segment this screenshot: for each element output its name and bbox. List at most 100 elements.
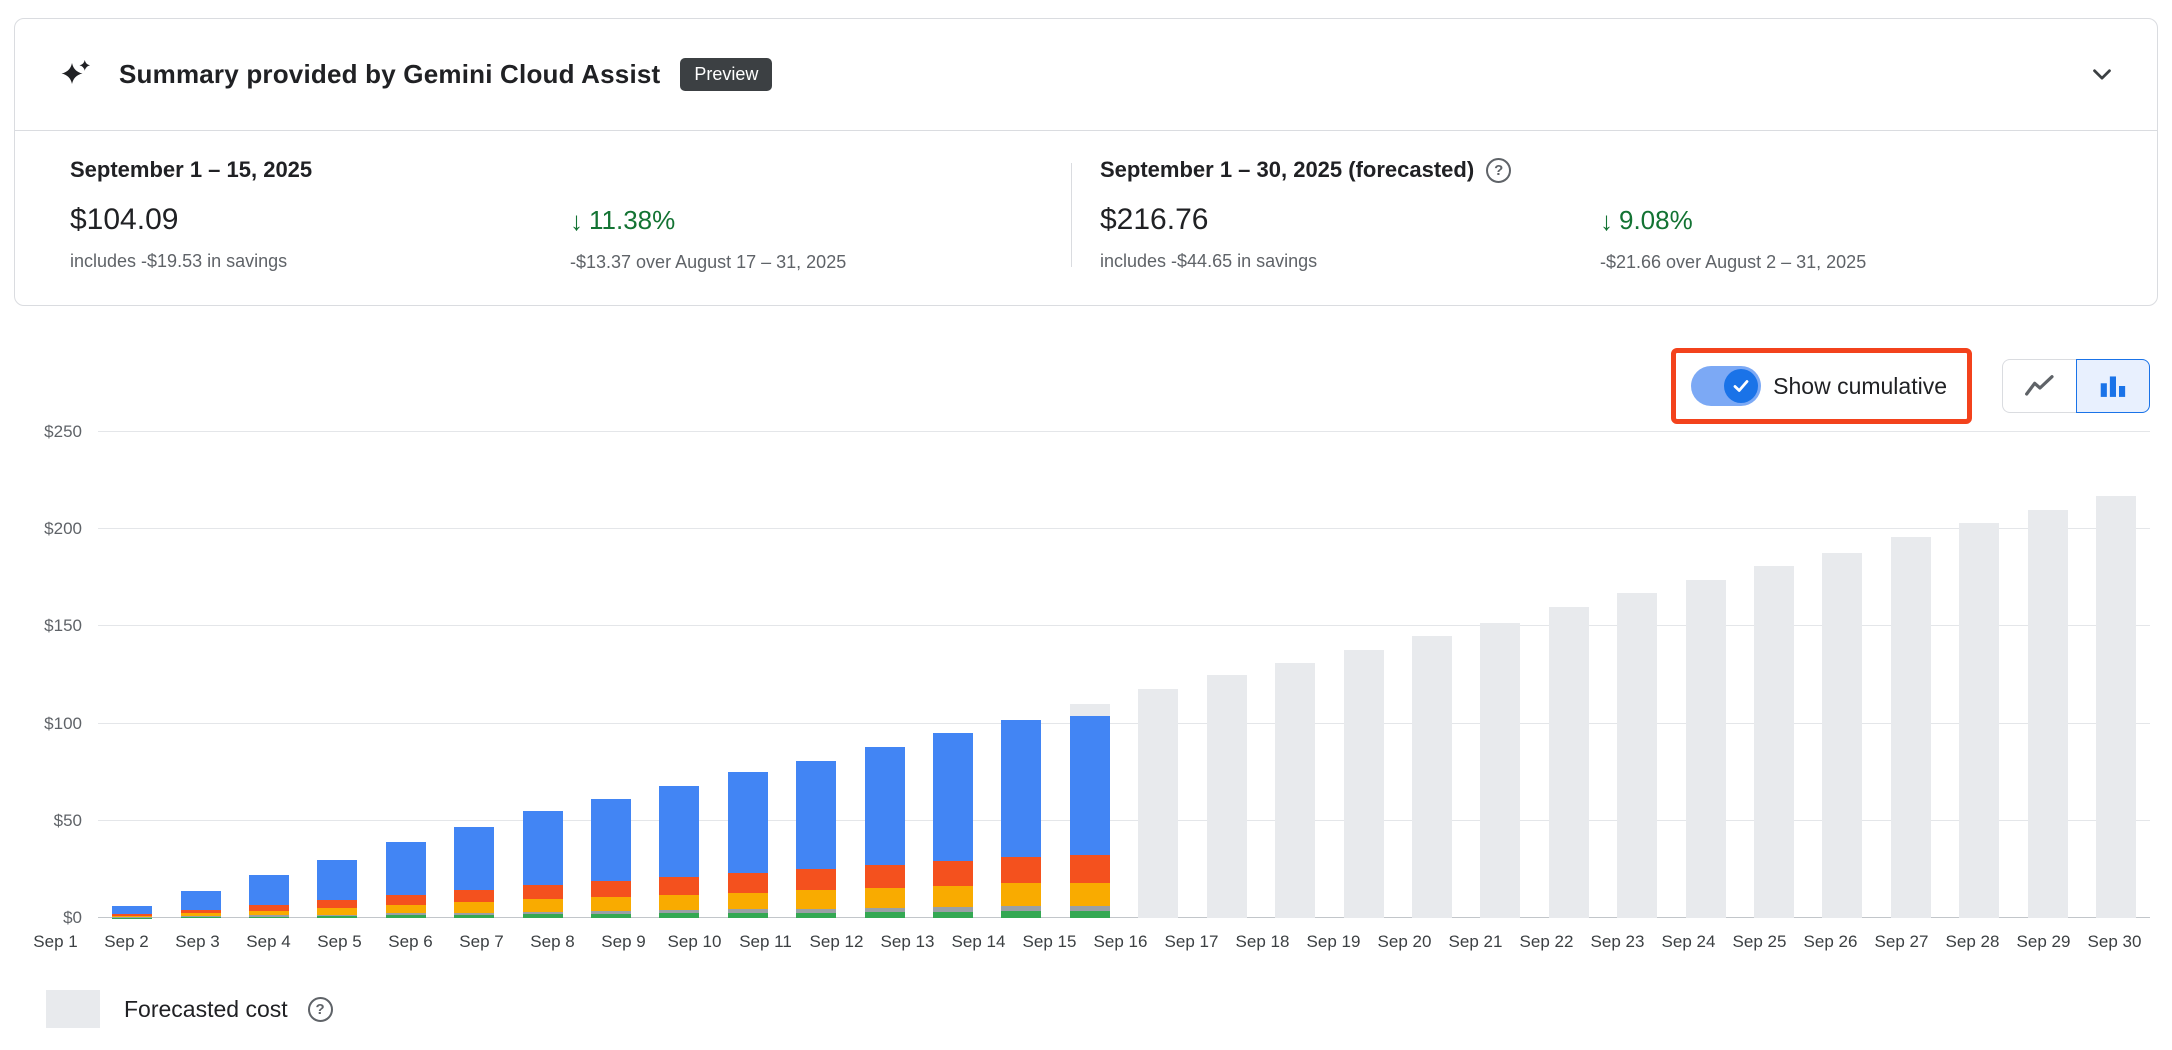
chart-bar-sep-27[interactable] xyxy=(1890,536,1931,918)
chart-bar-column xyxy=(577,432,645,918)
bar-segment-blue xyxy=(112,906,153,915)
line-chart-button[interactable] xyxy=(2002,359,2076,413)
bar-segment-orange xyxy=(249,904,290,911)
chart-bar-column xyxy=(1193,432,1261,918)
bar-segment-yellow xyxy=(385,904,426,914)
chart-bar-sep-10[interactable] xyxy=(727,772,768,918)
x-axis-label: Sep 10 xyxy=(667,932,722,951)
forecast-delta-compare: -$21.66 over August 2 – 31, 2025 xyxy=(1600,252,1867,272)
chart-bar-column xyxy=(1671,432,1739,918)
x-axis-label: Sep 14 xyxy=(951,932,1006,951)
chart-bar-sep-21[interactable] xyxy=(1480,622,1521,918)
toggle-thumb xyxy=(1724,369,1759,403)
chart-bar-column xyxy=(2013,432,2081,918)
bar-segment-blue xyxy=(1069,715,1110,856)
x-axis-label: Sep 23 xyxy=(1590,932,1645,951)
y-axis-label: $200 xyxy=(44,519,82,539)
chart-bar-column xyxy=(1124,432,1192,918)
bar-segment-yellow xyxy=(249,910,290,916)
chart-bar-sep-12[interactable] xyxy=(864,746,905,918)
x-axis-label: Sep 5 xyxy=(317,932,362,951)
bar-segment-gray xyxy=(454,912,495,915)
bar-segment-blue xyxy=(659,785,700,878)
bar-segment-orange xyxy=(454,889,495,903)
check-icon xyxy=(1733,380,1749,392)
bar-segment-blue xyxy=(180,890,221,910)
summary-title: Summary provided by Gemini Cloud Assist xyxy=(119,59,661,89)
chart-bar-sep-22[interactable] xyxy=(1548,606,1589,918)
chart-bar-sep-28[interactable] xyxy=(1959,523,2000,918)
chart-bar-sep-19[interactable] xyxy=(1343,649,1384,918)
x-axis-label: Sep 22 xyxy=(1519,932,1574,951)
chart-bar-sep-14[interactable] xyxy=(1001,719,1042,918)
chart-bar-sep-20[interactable] xyxy=(1411,636,1452,918)
chart-controls: Show cumulative xyxy=(1671,348,2150,424)
y-axis-label: $50 xyxy=(53,810,82,830)
chart-bar-column xyxy=(372,432,440,918)
bar-chart-button[interactable] xyxy=(2076,359,2150,413)
chart-bar-sep-18[interactable] xyxy=(1275,663,1316,918)
show-cumulative-toggle[interactable] xyxy=(1691,366,1762,406)
vertical-divider xyxy=(1071,163,1072,267)
show-cumulative-label: Show cumulative xyxy=(1773,372,1947,399)
chart-bar-sep-2[interactable] xyxy=(180,890,221,918)
chart-bar-sep-30[interactable] xyxy=(2095,496,2136,918)
collapse-chevron-icon[interactable] xyxy=(2085,58,2119,92)
legend-help-icon[interactable]: ? xyxy=(307,996,333,1022)
current-delta-compare: -$13.37 over August 17 – 31, 2025 xyxy=(570,252,847,272)
x-axis-label: Sep 18 xyxy=(1235,932,1290,951)
x-axis-label: Sep 26 xyxy=(1803,932,1858,951)
down-arrow-icon: ↓ xyxy=(1600,205,1613,236)
chart-bar-sep-6[interactable] xyxy=(454,826,495,918)
chart-bar-sep-17[interactable] xyxy=(1206,675,1247,918)
chart-bar-sep-25[interactable] xyxy=(1753,566,1794,918)
bar-segment-blue xyxy=(796,760,837,870)
bar-segment-orange xyxy=(659,877,700,895)
chart-bar-sep-1[interactable] xyxy=(112,906,153,918)
chart-bar-sep-26[interactable] xyxy=(1822,552,1863,918)
x-axis-label: Sep 7 xyxy=(459,932,504,951)
chart-bar-sep-9[interactable] xyxy=(659,785,700,918)
chart-bar-sep-11[interactable] xyxy=(796,760,837,918)
gemini-summary-card: Summary provided by Gemini Cloud Assist … xyxy=(14,18,2158,306)
summary-section: September 1 – 15, 2025 $104.09 includes … xyxy=(15,131,2157,305)
chart-bar-sep-24[interactable] xyxy=(1685,579,1726,918)
y-axis-label: $100 xyxy=(44,713,82,733)
chart-bar-sep-4[interactable] xyxy=(317,859,358,918)
chart-bar-sep-8[interactable] xyxy=(591,799,632,918)
x-axis-label: Sep 19 xyxy=(1306,932,1361,951)
chart-bar-sep-3[interactable] xyxy=(249,875,290,918)
bar-segment-blue xyxy=(385,842,426,895)
x-axis-label: Sep 9 xyxy=(601,932,646,951)
bar-segment-orange xyxy=(317,899,358,908)
chart-bar-column xyxy=(850,432,918,918)
current-delta-percent: 11.38% xyxy=(589,205,676,235)
current-savings: includes -$19.53 in savings xyxy=(70,251,288,271)
chart-bar-sep-29[interactable] xyxy=(2027,509,2068,918)
bar-segment-blue xyxy=(1001,719,1042,857)
bar-segment-yellow xyxy=(522,899,563,912)
gemini-sparkle-icon xyxy=(61,59,90,84)
bar-segment-yellow xyxy=(796,890,837,909)
preview-badge: Preview xyxy=(680,58,773,91)
bar-segment-blue xyxy=(933,733,974,861)
forecast-help-icon[interactable]: ? xyxy=(1486,157,1512,183)
chart-bar-column xyxy=(2082,432,2150,918)
chart-bar-sep-16[interactable] xyxy=(1138,688,1179,918)
chart-bar-column xyxy=(1740,432,1808,918)
chart-bar-column xyxy=(1535,432,1603,918)
x-axis-label: Sep 8 xyxy=(530,932,575,951)
bar-segment-green xyxy=(796,912,837,918)
chart-bar-column xyxy=(1329,432,1397,918)
chart-bar-sep-5[interactable] xyxy=(385,842,426,918)
chart-bar-sep-15[interactable] xyxy=(1069,704,1110,918)
chart-bar-sep-23[interactable] xyxy=(1617,593,1658,918)
chart-bar-sep-7[interactable] xyxy=(522,811,563,918)
bar-segment-green xyxy=(591,913,632,918)
x-axis-label: Sep 21 xyxy=(1448,932,1503,951)
down-arrow-icon: ↓ xyxy=(570,205,583,236)
bar-segment-green xyxy=(180,917,221,918)
chart-bar-sep-13[interactable] xyxy=(933,733,974,918)
bar-segment-orange xyxy=(727,872,768,893)
bar-segment-gray xyxy=(727,909,768,913)
